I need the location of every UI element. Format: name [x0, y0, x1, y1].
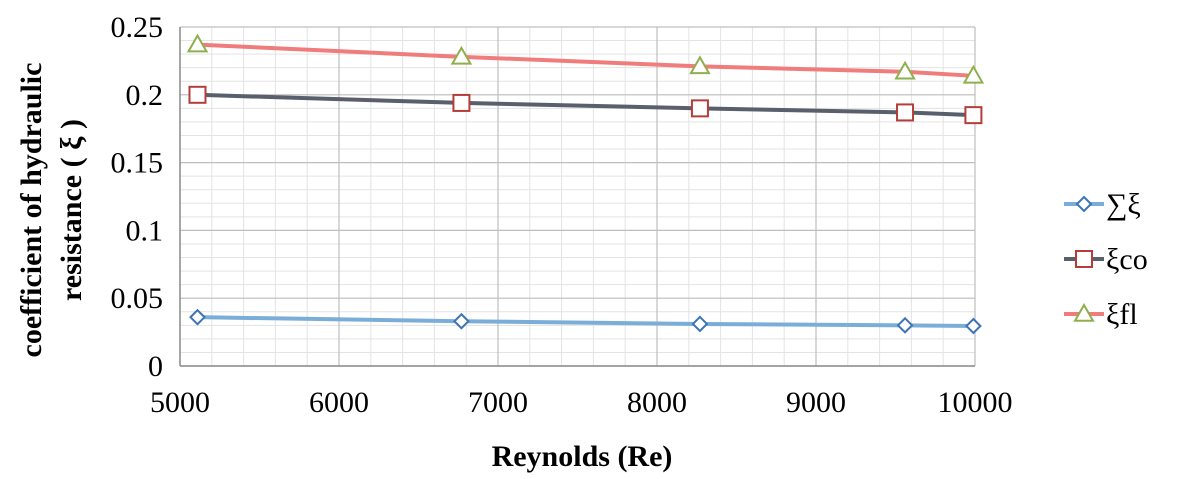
legend-marker: [1073, 302, 1095, 322]
x-axis-title: Reynolds (Re): [492, 440, 673, 473]
y-tick-label: 0: [148, 350, 163, 383]
data-point: [189, 308, 206, 326]
data-point: [896, 103, 915, 122]
legend: ∑ξ ξco ξfl: [1064, 188, 1148, 331]
series-layer: [186, 33, 985, 335]
y-tick-label: 0.2: [126, 79, 164, 112]
x-tick-label: 6000: [309, 386, 369, 419]
data-point: [962, 64, 985, 84]
series-line: [195, 42, 976, 78]
data-point: [450, 45, 473, 65]
data-point: [691, 315, 709, 333]
data-point: [964, 106, 983, 125]
legend-label: ∑ξ: [1106, 188, 1141, 221]
series-line: [195, 92, 976, 118]
data-point: [964, 317, 982, 335]
x-tick-label: 8000: [627, 386, 687, 419]
axes: 5000 6000 7000 8000 9000 10000 0 0.05 0.1 0.15 0.2…: [111, 11, 1013, 419]
data-point: [188, 85, 207, 104]
data-point: [690, 99, 709, 118]
grid: [179, 26, 976, 367]
x-tick-label: 7000: [468, 386, 528, 419]
x-tick-label: 10000: [938, 386, 1013, 419]
x-tick-label: 5000: [150, 386, 210, 419]
legend-item: ξfl: [1064, 298, 1138, 331]
data-point: [896, 316, 914, 334]
y-axis-title-line2: resistance ( ξ ): [55, 119, 88, 301]
x-tick-label: 9000: [786, 386, 846, 419]
y-tick-label: 0.15: [111, 147, 164, 180]
legend-label: ξfl: [1106, 298, 1138, 331]
legend-label: ξco: [1106, 243, 1148, 276]
y-tick-label: 0.1: [126, 214, 164, 247]
series-1: [188, 85, 983, 125]
data-point: [453, 312, 470, 330]
data-point: [689, 55, 711, 75]
legend-item: ∑ξ: [1064, 188, 1141, 221]
data-point: [186, 33, 209, 53]
y-axis-title-line1: coefficient of hydraulic: [15, 63, 48, 358]
series-0: [189, 308, 982, 335]
data-point: [894, 60, 916, 80]
y-tick-label: 0.25: [111, 11, 164, 44]
series-line: [195, 315, 976, 328]
data-point: [452, 93, 471, 112]
y-tick-label: 0.05: [111, 282, 164, 315]
legend-item: ξco: [1064, 243, 1148, 276]
legend-marker: [1075, 250, 1093, 268]
series-2: [186, 33, 985, 84]
legend-marker: [1075, 195, 1093, 213]
